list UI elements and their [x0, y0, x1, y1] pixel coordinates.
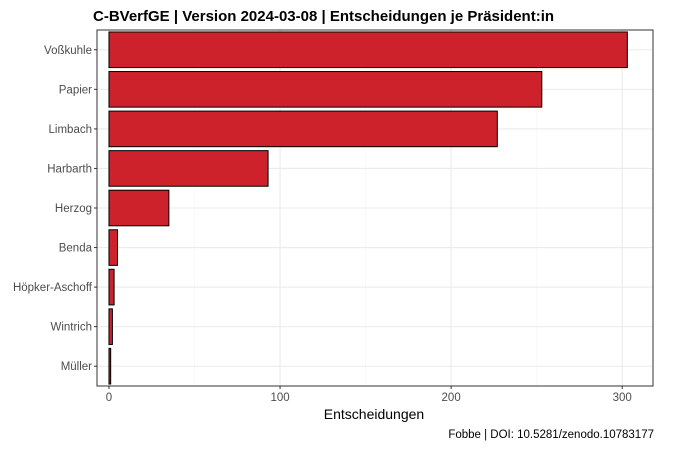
- y-tick-label: Harbarth: [47, 163, 92, 175]
- x-axis: 0 100 200 300: [106, 386, 632, 404]
- y-tick-label: Höpker-Aschoff: [13, 282, 93, 294]
- y-tick-label: Herzog: [55, 203, 92, 215]
- x-tick-label: 100: [270, 392, 289, 404]
- y-tick-label: Müller: [61, 361, 92, 373]
- chart-title: C-BVerfGE | Version 2024-03-08 | Entsche…: [93, 8, 554, 25]
- bar: [108, 347, 112, 385]
- bar: [108, 110, 498, 148]
- x-axis-title: Entscheidungen: [324, 406, 424, 422]
- y-tick-label: Limbach: [49, 124, 92, 136]
- y-tick-label: Papier: [59, 84, 92, 96]
- bar: [108, 268, 115, 306]
- chart-caption: Fobbe | DOI: 10.5281/zenodo.10783177: [448, 429, 654, 441]
- plot-panel: [96, 29, 654, 387]
- bars: [108, 31, 628, 385]
- y-tick-label: Wintrich: [50, 322, 92, 334]
- y-tick-label: Benda: [59, 243, 93, 255]
- x-tick-label: 200: [442, 392, 461, 404]
- bar: [108, 31, 628, 69]
- bar: [108, 189, 170, 227]
- bar: [108, 71, 543, 108]
- y-tick-label: Voßkuhle: [44, 45, 92, 57]
- bar: [108, 229, 119, 266]
- y-axis: Voßkuhle Papier Limbach Harbarth Herzog Benda…: [13, 45, 97, 373]
- bar: [108, 308, 113, 345]
- x-tick-label: 0: [106, 392, 112, 404]
- bar: [108, 150, 269, 187]
- x-tick-label: 300: [613, 392, 632, 404]
